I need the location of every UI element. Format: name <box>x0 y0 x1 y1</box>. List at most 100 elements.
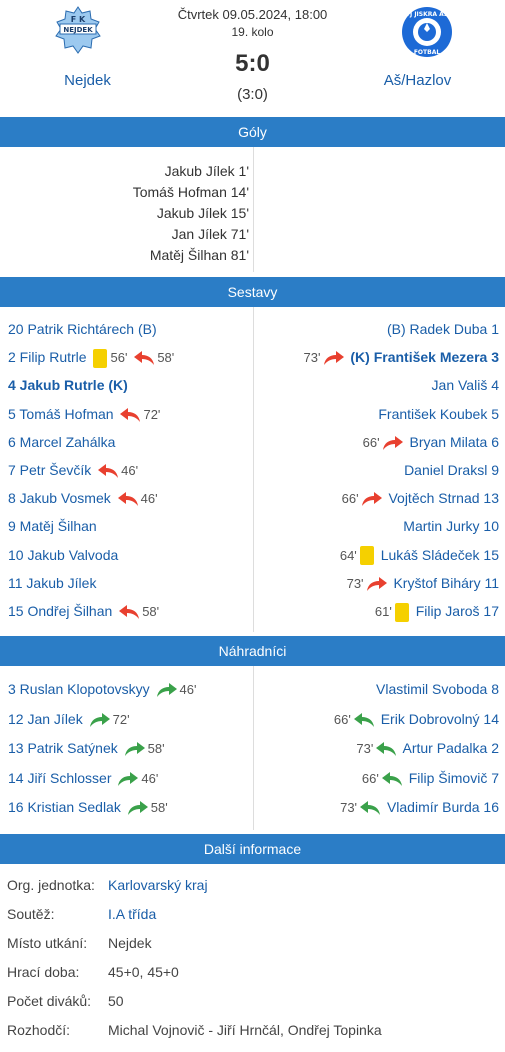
lineups-divider <box>253 307 254 632</box>
subs-home-row: 12 Jan Jílek 72' <box>8 708 130 730</box>
lineup-away-row: Daniel Draksl 9 <box>404 459 499 481</box>
sub-in-minute: 46' <box>179 682 197 697</box>
sub-out-icon <box>323 351 344 366</box>
player-name[interactable]: 15 Ondřej Šilhan <box>8 603 113 619</box>
player-name[interactable]: 7 Petr Ševčík <box>8 462 92 478</box>
player-name[interactable]: 16 Kristian Sedlak <box>8 799 121 815</box>
lineup-home-row: 15 Ondřej Šilhan 58' <box>8 600 159 622</box>
sub-in-minute: 73' <box>340 800 358 815</box>
lineup-away-row: Martin Jurky 10 <box>403 515 499 537</box>
sub-in-minute: 66' <box>333 711 351 727</box>
player-name[interactable]: 4 Jakub Rutrle (K) <box>8 377 128 394</box>
lineup-away-row: František Koubek 5 <box>378 403 499 425</box>
info-value[interactable]: Karlovarský kraj <box>108 877 208 893</box>
player-name[interactable]: Jan Vališ 4 <box>431 377 499 394</box>
subs-home-row: 13 Patrik Satýnek 58' <box>8 737 165 759</box>
sub-in-minute: 58' <box>147 741 165 756</box>
svg-text:F K: F K <box>71 15 86 24</box>
sub-in-minute: 73' <box>356 741 374 756</box>
player-name[interactable]: Kryštof Biháry 11 <box>393 574 499 591</box>
lineup-away-row: (B) Radek Duba 1 <box>387 318 499 340</box>
player-name[interactable]: 9 Matěj Šilhan <box>8 518 97 535</box>
player-name[interactable]: František Koubek 5 <box>378 405 499 422</box>
match-score: 5:0 <box>235 50 270 77</box>
sub-out-icon <box>98 464 119 479</box>
player-name[interactable]: 10 Jakub Valvoda <box>8 546 119 563</box>
player-name[interactable]: (K) František Mezera 3 <box>350 349 499 366</box>
player-name[interactable]: 2 Filip Rutrle <box>8 349 87 366</box>
goal-entry: Tomáš Hofman 14' <box>132 184 249 200</box>
sub-in-icon <box>353 712 374 727</box>
player-name[interactable]: Daniel Draksl 9 <box>404 462 499 478</box>
section-subs-header: Náhradníci <box>0 636 505 666</box>
card-minute: 61' <box>374 604 392 619</box>
player-name[interactable]: 5 Tomáš Hofman <box>8 405 114 422</box>
player-name[interactable]: 14 Jiří Schlosser <box>8 769 112 786</box>
sub-out-minute: 46' <box>140 491 158 507</box>
subs-away-row: Vlastimil Svoboda 8 <box>376 678 499 700</box>
subs-away-row: 66' Erik Dobrovolný 14 <box>334 708 499 730</box>
lineup-away-row: Jan Vališ 4 <box>432 374 499 396</box>
sub-in-icon <box>360 801 381 816</box>
lineup-home-row: 9 Matěj Šilhan <box>8 515 97 537</box>
info-value: 50 <box>108 993 124 1009</box>
sub-out-minute: 73' <box>346 575 364 591</box>
subs-home-row: 3 Ruslan Klopotovskyy 46' <box>8 678 196 700</box>
lineup-home-row: 4 Jakub Rutrle (K) <box>8 374 128 396</box>
player-name[interactable]: 13 Patrik Satýnek <box>8 740 118 756</box>
sub-out-minute: 72' <box>143 406 161 422</box>
goal-entry: Matěj Šilhan 81' <box>149 247 249 263</box>
player-name[interactable]: 6 Marcel Zahálka <box>8 433 116 450</box>
away-team-name[interactable]: Aš/Hazlov <box>383 72 452 89</box>
player-name[interactable]: Erik Dobrovolný 14 <box>380 710 499 727</box>
subs-away-row: 66' Filip Šimovič 7 <box>362 767 499 789</box>
lineup-away-row: 73' (K) František Mezera 3 <box>304 346 499 368</box>
info-label: Místo utkání: <box>7 935 88 951</box>
player-name[interactable]: Bryan Milata 6 <box>409 433 499 450</box>
home-team-name[interactable]: Nejdek <box>64 72 111 89</box>
info-value: Nejdek <box>108 935 152 951</box>
subs-away-row: 73' Artur Padalka 2 <box>356 737 499 759</box>
svg-text:NEJDEK: NEJDEK <box>63 26 93 34</box>
player-name[interactable]: Filip Šimovič 7 <box>408 769 499 786</box>
player-name[interactable]: Vlastimil Svoboda 8 <box>376 681 499 697</box>
lineup-home-row: 2 Filip Rutrle 56' 58' <box>8 346 174 368</box>
sub-in-icon <box>118 771 139 786</box>
subs-away-row: 73' Vladimír Burda 16 <box>340 796 499 818</box>
goals-divider <box>253 147 254 272</box>
player-name[interactable]: 12 Jan Jílek <box>8 710 83 727</box>
away-team-logo[interactable]: TJ JISKRA AŠ FOTBAL <box>400 5 454 59</box>
match-round: 19. kolo <box>231 25 274 39</box>
player-name[interactable]: 20 Patrik Richtárech (B) <box>8 321 157 337</box>
home-team-logo[interactable]: F K NEJDEK <box>53 5 103 55</box>
sub-out-minute: 58' <box>157 350 175 366</box>
player-name[interactable]: Martin Jurky 10 <box>403 518 499 535</box>
player-name[interactable]: (B) Radek Duba 1 <box>386 321 499 337</box>
player-name[interactable]: Lukáš Sládeček 15 <box>380 546 499 563</box>
player-name[interactable]: Artur Padalka 2 <box>402 740 500 756</box>
sub-in-minute: 46' <box>141 770 159 786</box>
lineup-home-row: 8 Jakub Vosmek 46' <box>8 487 158 509</box>
sub-out-icon <box>119 605 140 620</box>
subs-divider <box>253 666 254 830</box>
yellow-card-icon <box>359 546 374 566</box>
lineup-away-row: 73' Kryštof Biháry 11 <box>347 572 499 594</box>
goal-entry: Jakub Jílek 1' <box>164 163 249 179</box>
player-name[interactable]: Filip Jaroš 17 <box>415 603 499 619</box>
player-name[interactable]: Vladimír Burda 16 <box>386 799 499 815</box>
player-name[interactable]: 3 Ruslan Klopotovskyy <box>8 681 150 697</box>
player-name[interactable]: 8 Jakub Vosmek <box>8 490 111 507</box>
section-info-header: Další informace <box>0 834 505 864</box>
goal-entry: Jakub Jílek 15' <box>156 205 249 221</box>
sub-in-icon <box>89 712 110 727</box>
halftime-score: (3:0) <box>237 86 268 103</box>
svg-text:TJ JISKRA AŠ: TJ JISKRA AŠ <box>406 11 448 18</box>
match-date: Čtvrtek 09.05.2024, 18:00 <box>177 7 328 22</box>
sub-in-icon <box>127 801 148 816</box>
sub-out-minute: 66' <box>341 491 359 507</box>
player-name[interactable]: 11 Jakub Jílek <box>8 574 97 591</box>
info-value[interactable]: I.A třída <box>108 906 157 922</box>
player-name[interactable]: Vojtěch Strnad 13 <box>388 490 499 507</box>
section-lineups-header: Sestavy <box>0 277 505 307</box>
lineup-away-row: 61' Filip Jaroš 17 <box>375 600 499 622</box>
